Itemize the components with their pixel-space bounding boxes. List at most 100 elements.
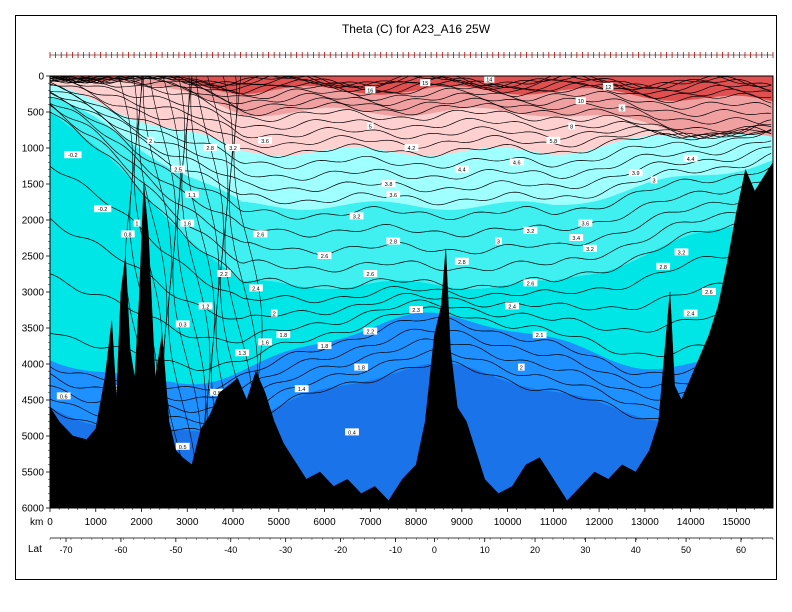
contour-label-bg	[575, 97, 586, 105]
contour-label-bg	[258, 136, 272, 144]
contour-label: 2.2	[220, 272, 228, 278]
contour-line	[50, 84, 772, 170]
contour-label: 3.2	[678, 250, 686, 256]
contour-label: 2.6	[366, 272, 374, 278]
contour-label-bg	[484, 76, 495, 83]
contour-label: 2	[149, 139, 152, 145]
contour-label: 1.6	[183, 222, 191, 228]
contour-label: 6	[620, 106, 623, 112]
contour-label-bg	[249, 284, 263, 292]
contour-label-bg	[198, 302, 213, 310]
contour-label-bg	[546, 136, 561, 144]
contour-label: 2.6	[321, 254, 329, 260]
figure-frame	[15, 15, 777, 580]
contour-label: 2.6	[257, 232, 265, 238]
contour-label-bg	[518, 363, 525, 371]
contour-label: 0.3	[179, 322, 187, 328]
x-tick-label: 0	[47, 517, 53, 528]
contour-label-bg	[628, 169, 643, 177]
y-tick-label: 3000	[22, 288, 45, 299]
contour-label-bg	[175, 442, 190, 450]
contour-label-bg	[454, 257, 469, 265]
contour-label-bg	[420, 79, 431, 87]
contour-line	[50, 79, 772, 140]
x-tick-label: 10000	[494, 517, 522, 528]
lat-tick-label: -20	[334, 545, 347, 555]
x-tick-label: 9000	[451, 517, 474, 528]
contour-line	[50, 217, 772, 320]
contour-label-bg	[404, 144, 419, 151]
contour-label-bg	[509, 158, 524, 166]
contour-label: 3.4	[572, 236, 580, 242]
seafloor-bathymetry	[50, 161, 773, 508]
contour-label-bg	[354, 363, 369, 371]
contour-label: 3.6	[389, 193, 397, 199]
contour-label-bg	[276, 331, 291, 339]
contour-label-bg	[650, 176, 658, 184]
contour-label-bg	[235, 349, 250, 357]
y-tick-label: 500	[27, 108, 44, 119]
contour-label: 2.4	[687, 312, 695, 318]
contour-label: 3.2	[527, 229, 535, 235]
contour-line	[50, 91, 772, 181]
contour-label: 3.2	[586, 247, 594, 253]
contour-line	[50, 103, 772, 238]
contour-label-bg	[656, 262, 671, 270]
contour-label: 1.1	[188, 193, 196, 199]
contour-label: -0.2	[68, 153, 77, 159]
contour-line	[50, 104, 772, 273]
contour-label-bg	[210, 388, 224, 396]
x-tick-label: 15000	[722, 517, 750, 528]
contour-label: 2.3	[412, 308, 420, 314]
x-tick-label: 12000	[585, 517, 613, 528]
x-tick-label: 4000	[222, 517, 245, 528]
contour-line	[50, 96, 772, 221]
contour-label-bg	[683, 309, 698, 317]
contour-label-bg	[702, 288, 716, 295]
lat-axis-label: Lat	[28, 544, 42, 555]
x-tick-label: 13000	[631, 517, 659, 528]
contour-label: 2.8	[458, 260, 466, 266]
contour-label: 5	[369, 124, 372, 130]
contour-line	[50, 76, 772, 93]
contour-label-bg	[495, 237, 502, 245]
contour-label-bg	[386, 237, 401, 245]
contour-label-bg	[523, 279, 538, 287]
contour-label: 0.9	[213, 391, 221, 397]
contour-label: 1.8	[280, 333, 288, 339]
contour-label: 3.9	[632, 171, 640, 177]
contour-label-bg	[367, 122, 374, 130]
contour-line	[50, 76, 772, 117]
contour-label-bg	[270, 309, 278, 317]
contour-label: 4.4	[458, 168, 466, 174]
lat-tick-label: 20	[530, 545, 540, 555]
km-axis-label: km	[30, 517, 43, 528]
y-tick-label: 0	[38, 72, 44, 83]
contour-label-bg	[568, 122, 575, 130]
contour-label: 2.8	[659, 265, 667, 271]
contour-label: 2	[520, 366, 523, 372]
contour-line	[50, 76, 772, 89]
contour-label-bg	[381, 180, 396, 187]
contour-label: 0.8	[124, 232, 132, 238]
contour-line	[50, 76, 772, 139]
contour-label-bg	[603, 82, 614, 90]
contour-label: 2.8	[206, 146, 214, 152]
lat-tick-label: 60	[736, 545, 746, 555]
contour-line	[50, 273, 772, 344]
x-tick-label: 6000	[313, 517, 336, 528]
contour-label-bg	[505, 302, 520, 310]
contour-label: 10	[578, 99, 584, 105]
contour-label-bg	[180, 219, 195, 227]
contour-label: 3.2	[229, 146, 237, 152]
y-tick-label: 5000	[22, 432, 45, 443]
x-tick-label: 7000	[359, 517, 382, 528]
contour-line	[50, 76, 772, 110]
x-tick-label: 3000	[176, 517, 199, 528]
contour-label: 4.4	[687, 157, 695, 163]
y-tick-label: 4500	[22, 396, 45, 407]
contour-label: 3	[652, 178, 655, 184]
lat-tick-label: 40	[631, 545, 641, 555]
contour-label-bg	[532, 331, 547, 339]
contour-line	[50, 328, 772, 402]
